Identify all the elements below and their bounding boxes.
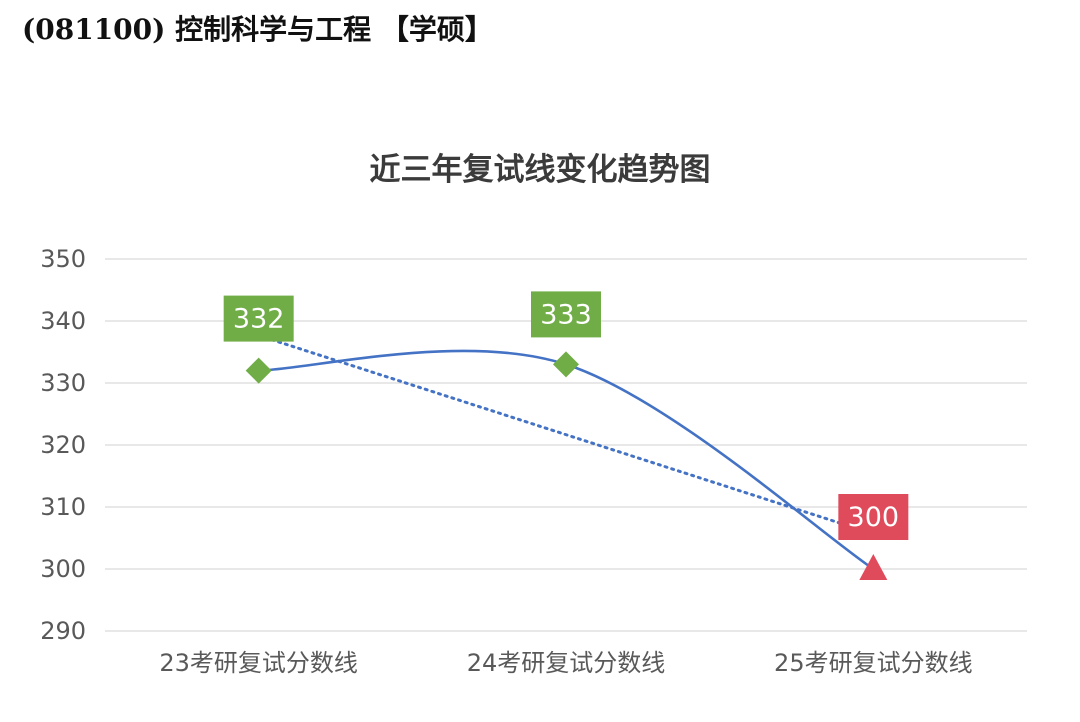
data-label: 332 — [223, 295, 294, 342]
y-tick-label: 320 — [40, 431, 86, 459]
point-marker-diamond — [553, 351, 579, 378]
point-marker-diamond — [245, 357, 272, 384]
y-tick-label: 340 — [40, 307, 86, 335]
trendline — [257, 333, 875, 536]
data-label-text: 333 — [540, 299, 592, 330]
y-tick-label: 300 — [40, 555, 86, 583]
y-tick-label: 350 — [40, 245, 86, 273]
data-label-box — [223, 295, 294, 342]
data-label: 333 — [531, 291, 601, 338]
chart-title: 近三年复试线变化趋势图 — [370, 152, 711, 188]
page-heading: (081100) 控制科学与工程 【学硕】 — [22, 13, 493, 46]
x-axis-categories: 23考研复试分数线 24考研复试分数线 25考研复试分数线 — [159, 649, 972, 677]
y-tick-label: 330 — [40, 369, 86, 397]
x-category-label: 25考研复试分数线 — [774, 649, 973, 677]
y-tick-label: 310 — [40, 493, 86, 521]
series-line — [258, 349, 875, 571]
data-label-text: 300 — [848, 502, 900, 533]
y-axis-ticks: 290 300 310 320 330 340 350 — [40, 245, 86, 645]
data-label-box — [838, 494, 909, 540]
point-marker-triangle — [859, 554, 888, 580]
y-tick-label: 290 — [40, 617, 86, 645]
data-label: 300 — [838, 494, 909, 540]
x-category-label: 23考研复试分数线 — [159, 649, 358, 677]
data-label-text: 332 — [233, 304, 285, 335]
x-category-label: 24考研复试分数线 — [467, 649, 666, 677]
data-label-box — [531, 291, 601, 338]
data-label-layer: 332 333 300 — [223, 291, 909, 540]
marker-layer — [245, 351, 888, 580]
